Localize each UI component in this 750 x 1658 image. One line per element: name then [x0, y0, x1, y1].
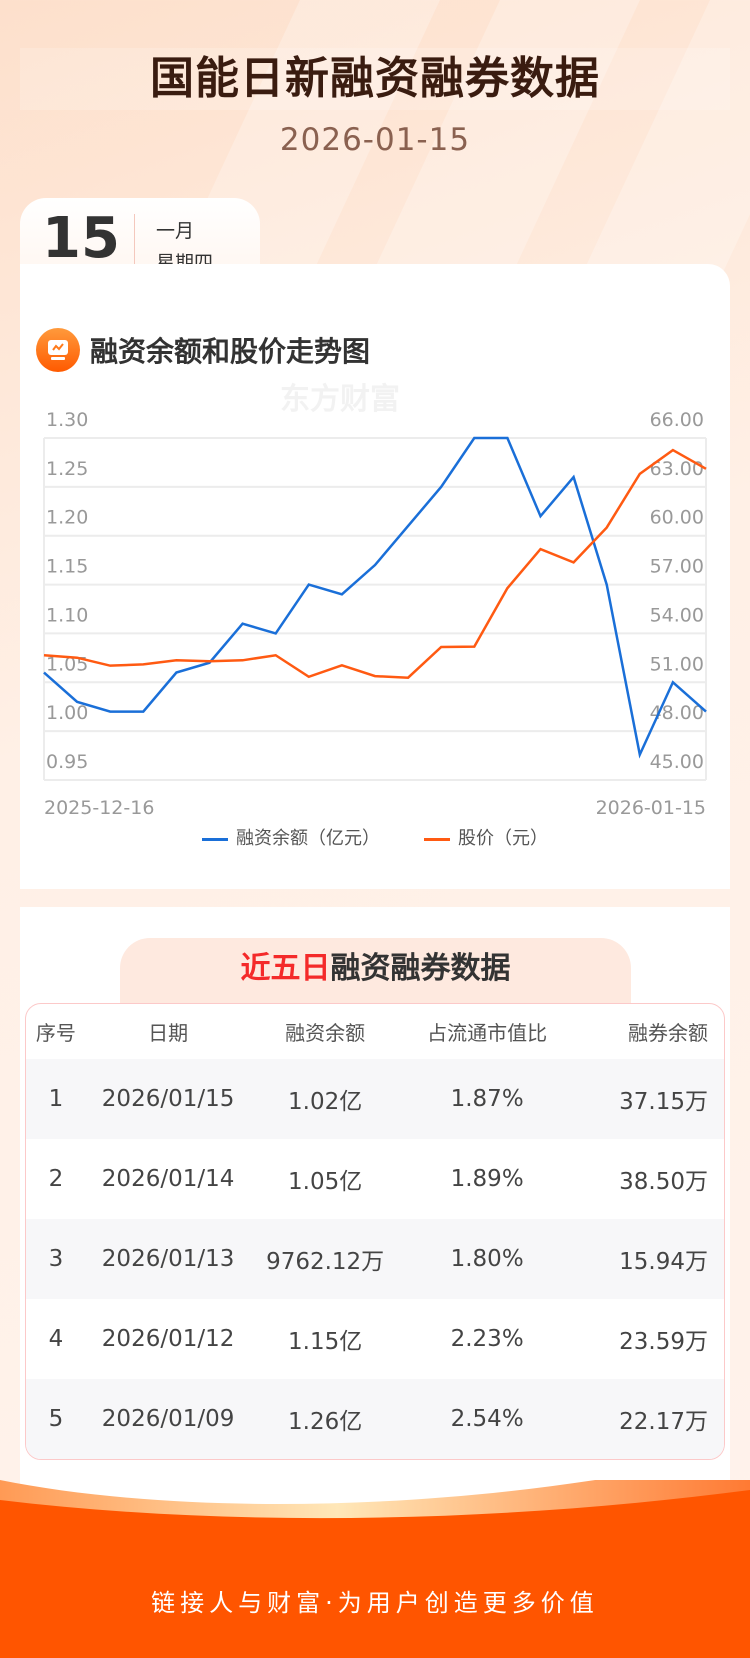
footer-wave: [0, 1480, 750, 1658]
right-tick-label: 51.00: [650, 653, 704, 675]
left-tick-label: 1.10: [46, 604, 88, 626]
left-tick-label: 0.95: [46, 751, 88, 773]
chart-section-title: 融资余额和股价走势图: [36, 328, 370, 372]
column-header: 融券余额: [628, 1021, 708, 1045]
left-tick-label: 1.15: [46, 556, 88, 578]
x-end-label: 2026-01-15: [596, 797, 706, 819]
table-section-title: 近五日融资融券数据: [120, 938, 631, 1008]
table-cell: 1.05亿: [288, 1169, 363, 1195]
legend-label: 股价（元）: [458, 828, 548, 849]
month-label: 一月: [156, 220, 195, 242]
table-cell: 1.87%: [450, 1086, 524, 1112]
table-cell: 38.50万: [619, 1169, 708, 1195]
column-header: 融资余额: [285, 1021, 366, 1045]
table-cell: 2026/01/13: [101, 1246, 235, 1272]
right-tick-label: 54.00: [650, 604, 704, 626]
margin-data-table: 序号 日期 融资余额 占流通市值比 融券余额 1 2026/01/15 1.02亿 1…: [25, 1003, 725, 1460]
trend-chart-icon: [36, 328, 80, 372]
legend-item-price: 股价（元）: [424, 824, 548, 850]
legend-item-margin: 融资余额（亿元）: [202, 824, 380, 850]
left-tick-label: 1.25: [46, 458, 88, 480]
table-cell: 1.80%: [450, 1246, 524, 1272]
table-cell: 1: [48, 1086, 64, 1112]
table-cell: 1.89%: [450, 1166, 524, 1192]
legend-swatch: [424, 837, 450, 841]
series-line-0: [43, 436, 707, 759]
divider: [134, 214, 135, 276]
right-tick-label: 66.00: [650, 409, 704, 431]
table-cell: 23.59万: [619, 1329, 708, 1355]
chart-title: 融资余额和股价走势图: [90, 335, 371, 368]
page-date: 2026-01-15: [279, 122, 471, 158]
legend-swatch: [202, 837, 228, 841]
right-tick-label: 60.00: [650, 507, 704, 529]
table-cell: 2: [48, 1166, 64, 1192]
right-tick-label: 45.00: [650, 751, 704, 773]
table-panel: 近五日融资融券数据 东方财富 序号 日期 融资余额 占流通市值比 融券余额 12…: [20, 907, 730, 1527]
right-tick-label: 57.00: [650, 556, 704, 578]
watermark: 东方财富: [280, 382, 400, 417]
table-cell: 1.26亿: [288, 1409, 363, 1435]
table-cell: 1.15亿: [288, 1329, 363, 1355]
right-tick-label: 63.00: [650, 458, 704, 480]
right-tick-label: 48.00: [650, 702, 704, 724]
table-cell: 22.17万: [619, 1409, 708, 1435]
table-cell: 2026/01/12: [101, 1326, 235, 1352]
table-cell: 1.02亿: [288, 1089, 363, 1115]
x-start-label: 2025-12-16: [44, 797, 154, 819]
title-rest: 融资融券数据: [330, 951, 511, 986]
table-row: 1 2026/01/15 1.02亿 1.87% 37.15万: [26, 1059, 724, 1139]
table-cell: 4: [48, 1326, 64, 1352]
title-highlight: 近五日: [240, 951, 331, 986]
table-cell: 37.15万: [619, 1089, 708, 1115]
left-tick-label: 1.30: [46, 409, 88, 431]
footer-slogan: 链接人与财富·为用户创造更多价值: [151, 1589, 599, 1617]
table-cell: 9762.12万: [266, 1249, 385, 1275]
table-cell: 2.23%: [450, 1326, 524, 1352]
table-row: 5 2026/01/09 1.26亿 2.54% 22.17万: [26, 1379, 724, 1459]
column-header: 占流通市值比: [427, 1021, 548, 1045]
table-cell: 3: [48, 1246, 64, 1272]
table-row: 2 2026/01/14 1.05亿 1.89% 38.50万: [26, 1139, 724, 1219]
left-tick-label: 1.00: [46, 702, 88, 724]
table-header: 序号 日期 融资余额 占流通市值比 融券余额: [26, 1004, 724, 1059]
day-number: 15: [42, 206, 120, 271]
chart-legend: 融资余额（亿元） 股价（元）: [20, 824, 730, 850]
page-title: 国能日新融资融券数据: [20, 48, 730, 110]
legend-label: 融资余额（亿元）: [236, 828, 380, 849]
table-cell: 2026/01/09: [101, 1406, 235, 1432]
table-cell: 15.94万: [619, 1249, 708, 1275]
chart-panel: 融资余额和股价走势图 东方财富 1.30 66.00 1.25 63.00 1.20 60…: [20, 264, 730, 889]
table-cell: 2026/01/15: [101, 1086, 235, 1112]
table-row: 3 2026/01/13 9762.12万 1.80% 15.94万: [26, 1219, 724, 1299]
table-cell: 2026/01/14: [101, 1166, 235, 1192]
column-header: 日期: [148, 1021, 189, 1045]
table-cell: 2.54%: [450, 1406, 524, 1432]
table-cell: 5: [48, 1406, 64, 1432]
table-row: 4 2026/01/12 1.15亿 2.23% 23.59万: [26, 1299, 724, 1379]
left-tick-label: 1.20: [46, 507, 88, 529]
column-header: 序号: [35, 1021, 76, 1045]
line-chart: 1.30 66.00 1.25 63.00 1.20 60.00 1.15 57.00 1.10…: [43, 409, 707, 819]
